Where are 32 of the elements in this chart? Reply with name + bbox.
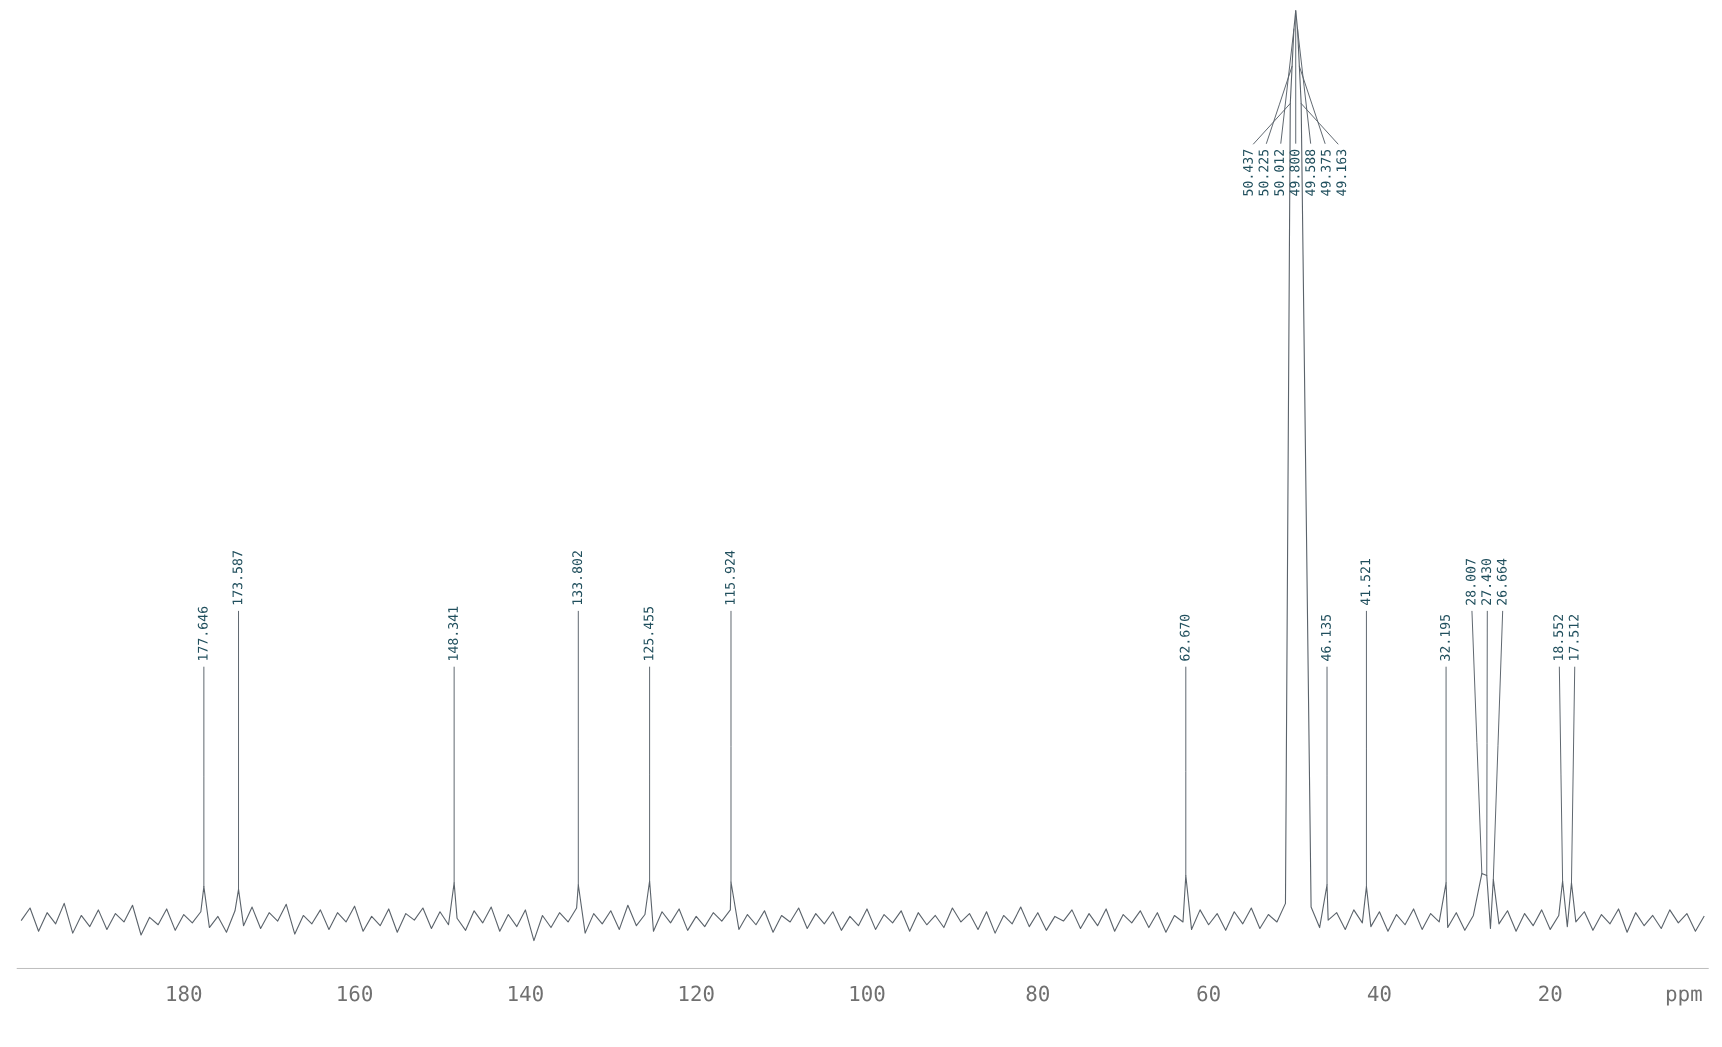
annotation: 148.341 <box>448 606 458 660</box>
x-tick-label: 120 <box>679 985 714 1002</box>
annotation: 17.512 <box>1568 615 1579 660</box>
x-tick-label: 60 <box>1197 985 1220 1002</box>
x-tick-label: 100 <box>850 985 885 1002</box>
annotation: 49.800 <box>1289 149 1300 196</box>
annotation: 49.163 <box>1336 149 1347 196</box>
annotation: 50.012 <box>1274 149 1285 196</box>
annotation: 27.430 <box>1481 558 1492 605</box>
annotation: 115.924 <box>724 550 735 605</box>
annotation: 173.587 <box>232 551 243 605</box>
x-tick-label: 140 <box>509 985 543 1002</box>
annotation: 32.195 <box>1439 614 1450 661</box>
x-tick-label: 20 <box>1539 985 1562 1002</box>
x-tick-label: 180 <box>167 985 202 1002</box>
x-tick-label: 160 <box>338 985 373 1002</box>
annotation: 49.588 <box>1305 149 1316 196</box>
annotation: 62.670 <box>1179 614 1190 661</box>
annotation: 18.552 <box>1553 615 1564 660</box>
annotation: 50.225 <box>1258 149 1269 196</box>
annotation: 26.664 <box>1496 558 1507 605</box>
annotation: 177.646 <box>197 606 208 660</box>
annotation: 50.437 <box>1242 149 1253 196</box>
annotation: 125.455 <box>643 606 654 660</box>
annotation: 49.375 <box>1320 149 1331 196</box>
annotation: 28.007 <box>1465 559 1476 605</box>
x-tick-label: 40 <box>1367 985 1391 1002</box>
x-axis-title: ppm <box>1666 989 1702 1006</box>
annotation: 133.802 <box>572 551 583 605</box>
annotation: 41.521 <box>1360 558 1371 606</box>
x-tick-label: 80 <box>1026 985 1049 1002</box>
annotation: 46.135 <box>1320 614 1331 661</box>
